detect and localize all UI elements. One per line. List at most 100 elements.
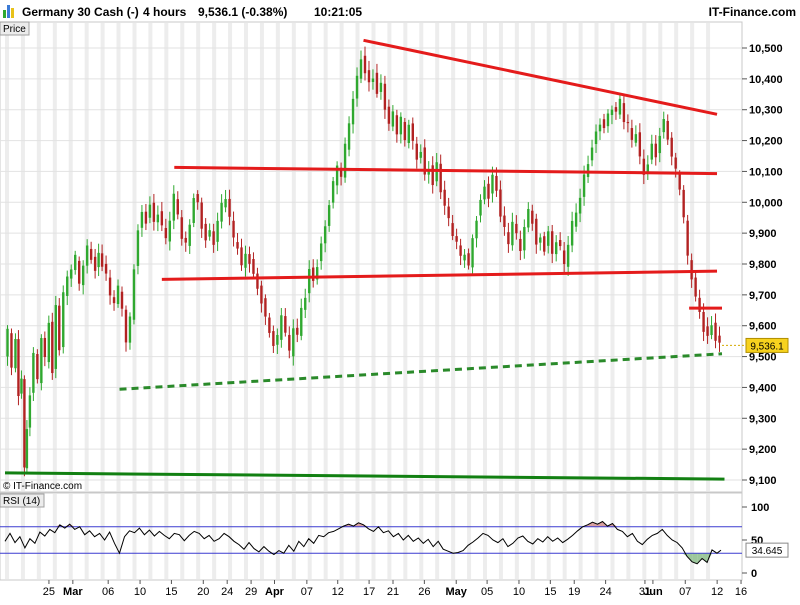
date-tick-label: Jun bbox=[643, 586, 663, 598]
candle-body bbox=[407, 124, 411, 143]
candle-body bbox=[120, 291, 124, 309]
candle-body bbox=[355, 75, 359, 99]
candle-body bbox=[100, 253, 104, 267]
rsi-oversold-fill bbox=[707, 553, 713, 563]
candle-body bbox=[431, 165, 434, 186]
date-tick-label: 06 bbox=[102, 586, 114, 598]
date-band bbox=[403, 494, 408, 579]
date-tick-label: 31 bbox=[639, 586, 651, 598]
candle-body bbox=[116, 285, 120, 305]
price-panel-frame bbox=[0, 21, 743, 493]
rsi-oversold-fill bbox=[692, 553, 698, 564]
candle-body bbox=[140, 211, 144, 228]
date-band bbox=[355, 494, 360, 579]
date-band bbox=[706, 494, 711, 579]
candle-body bbox=[327, 205, 331, 226]
date-tick-label: 10 bbox=[134, 586, 146, 598]
date-band bbox=[307, 23, 312, 491]
candle-body bbox=[598, 124, 602, 132]
candle-body bbox=[622, 103, 626, 123]
candle-body bbox=[483, 186, 486, 200]
date-band bbox=[291, 23, 296, 491]
candle-body bbox=[646, 164, 650, 173]
candle-body bbox=[411, 123, 414, 141]
candle-body bbox=[610, 109, 614, 116]
candle-body bbox=[507, 232, 510, 245]
date-tick-label: 07 bbox=[679, 586, 691, 598]
date-tick-label: 29 bbox=[245, 586, 257, 598]
trendline-upper-channel bbox=[174, 165, 718, 176]
candle-body bbox=[523, 227, 526, 251]
trendline-lower-channel bbox=[161, 269, 718, 281]
candle-body bbox=[168, 220, 172, 242]
date-band bbox=[84, 494, 89, 579]
date-band bbox=[498, 23, 503, 491]
candle-body bbox=[276, 334, 279, 345]
candle-body bbox=[6, 328, 9, 357]
candle-body bbox=[300, 307, 303, 336]
candle-body bbox=[212, 231, 215, 245]
date-band bbox=[371, 494, 376, 579]
candle-body bbox=[25, 429, 29, 469]
candle-body bbox=[515, 223, 518, 234]
date-band bbox=[259, 23, 264, 491]
candle-body bbox=[586, 164, 590, 178]
price-axis: 9,100 9,200 9,300 9,400 9,500 9,600 9,700 9,800… bbox=[722, 43, 789, 487]
candle-body bbox=[387, 106, 391, 124]
candle-body bbox=[650, 143, 653, 160]
candle-body bbox=[582, 174, 586, 197]
date-band bbox=[546, 494, 551, 579]
date-band bbox=[228, 23, 233, 491]
candle-body bbox=[128, 316, 132, 343]
date-tick-label: 10 bbox=[513, 586, 525, 598]
candle-body bbox=[252, 259, 255, 274]
candle-body bbox=[471, 238, 474, 268]
header-bar: Germany 30 Cash (-) 4 hours 9,536.1 (-0.… bbox=[0, 0, 800, 22]
date-band bbox=[275, 23, 280, 491]
candle-body bbox=[172, 193, 175, 221]
rsi-panel-frame bbox=[0, 492, 743, 581]
candle-body bbox=[654, 143, 657, 158]
date-band bbox=[323, 494, 328, 579]
price-panel-tag bbox=[0, 21, 30, 36]
rsi-overbought-fill bbox=[64, 524, 70, 527]
candle-body bbox=[144, 211, 148, 224]
candle-body bbox=[160, 211, 164, 226]
price-tick-label: 9,700 bbox=[749, 290, 777, 302]
date-band bbox=[196, 494, 201, 579]
candle-body bbox=[260, 285, 263, 304]
date-band bbox=[594, 494, 599, 579]
candle-body bbox=[351, 98, 355, 125]
date-band bbox=[339, 23, 344, 491]
candle-body bbox=[710, 325, 713, 336]
date-band bbox=[196, 23, 201, 491]
candle-body bbox=[244, 253, 247, 268]
candle-body bbox=[236, 242, 239, 249]
candle-body bbox=[359, 59, 363, 79]
date-band bbox=[371, 23, 376, 491]
candle-body bbox=[81, 265, 85, 286]
date-band bbox=[467, 494, 472, 579]
candle-body bbox=[638, 132, 642, 157]
trendlines bbox=[4, 38, 725, 481]
candle-body bbox=[618, 98, 622, 115]
candle-body bbox=[66, 276, 69, 296]
bar-chart-icon bbox=[3, 5, 14, 18]
candle-body bbox=[383, 83, 387, 110]
date-band bbox=[594, 23, 599, 491]
date-band bbox=[658, 494, 663, 579]
candle-body bbox=[495, 175, 498, 191]
candle-body bbox=[54, 305, 57, 369]
last-price-label: 9,536.1 bbox=[750, 341, 784, 352]
timeframe-label: 4 hours bbox=[143, 5, 187, 19]
date-band bbox=[546, 23, 551, 491]
date-band bbox=[419, 23, 424, 491]
candle-body bbox=[666, 120, 669, 140]
candle-body bbox=[566, 244, 570, 267]
date-band bbox=[116, 23, 121, 491]
candle-body bbox=[562, 250, 566, 265]
candle-body bbox=[74, 254, 77, 271]
rsi-series bbox=[4, 520, 722, 565]
candle-body bbox=[399, 116, 403, 135]
